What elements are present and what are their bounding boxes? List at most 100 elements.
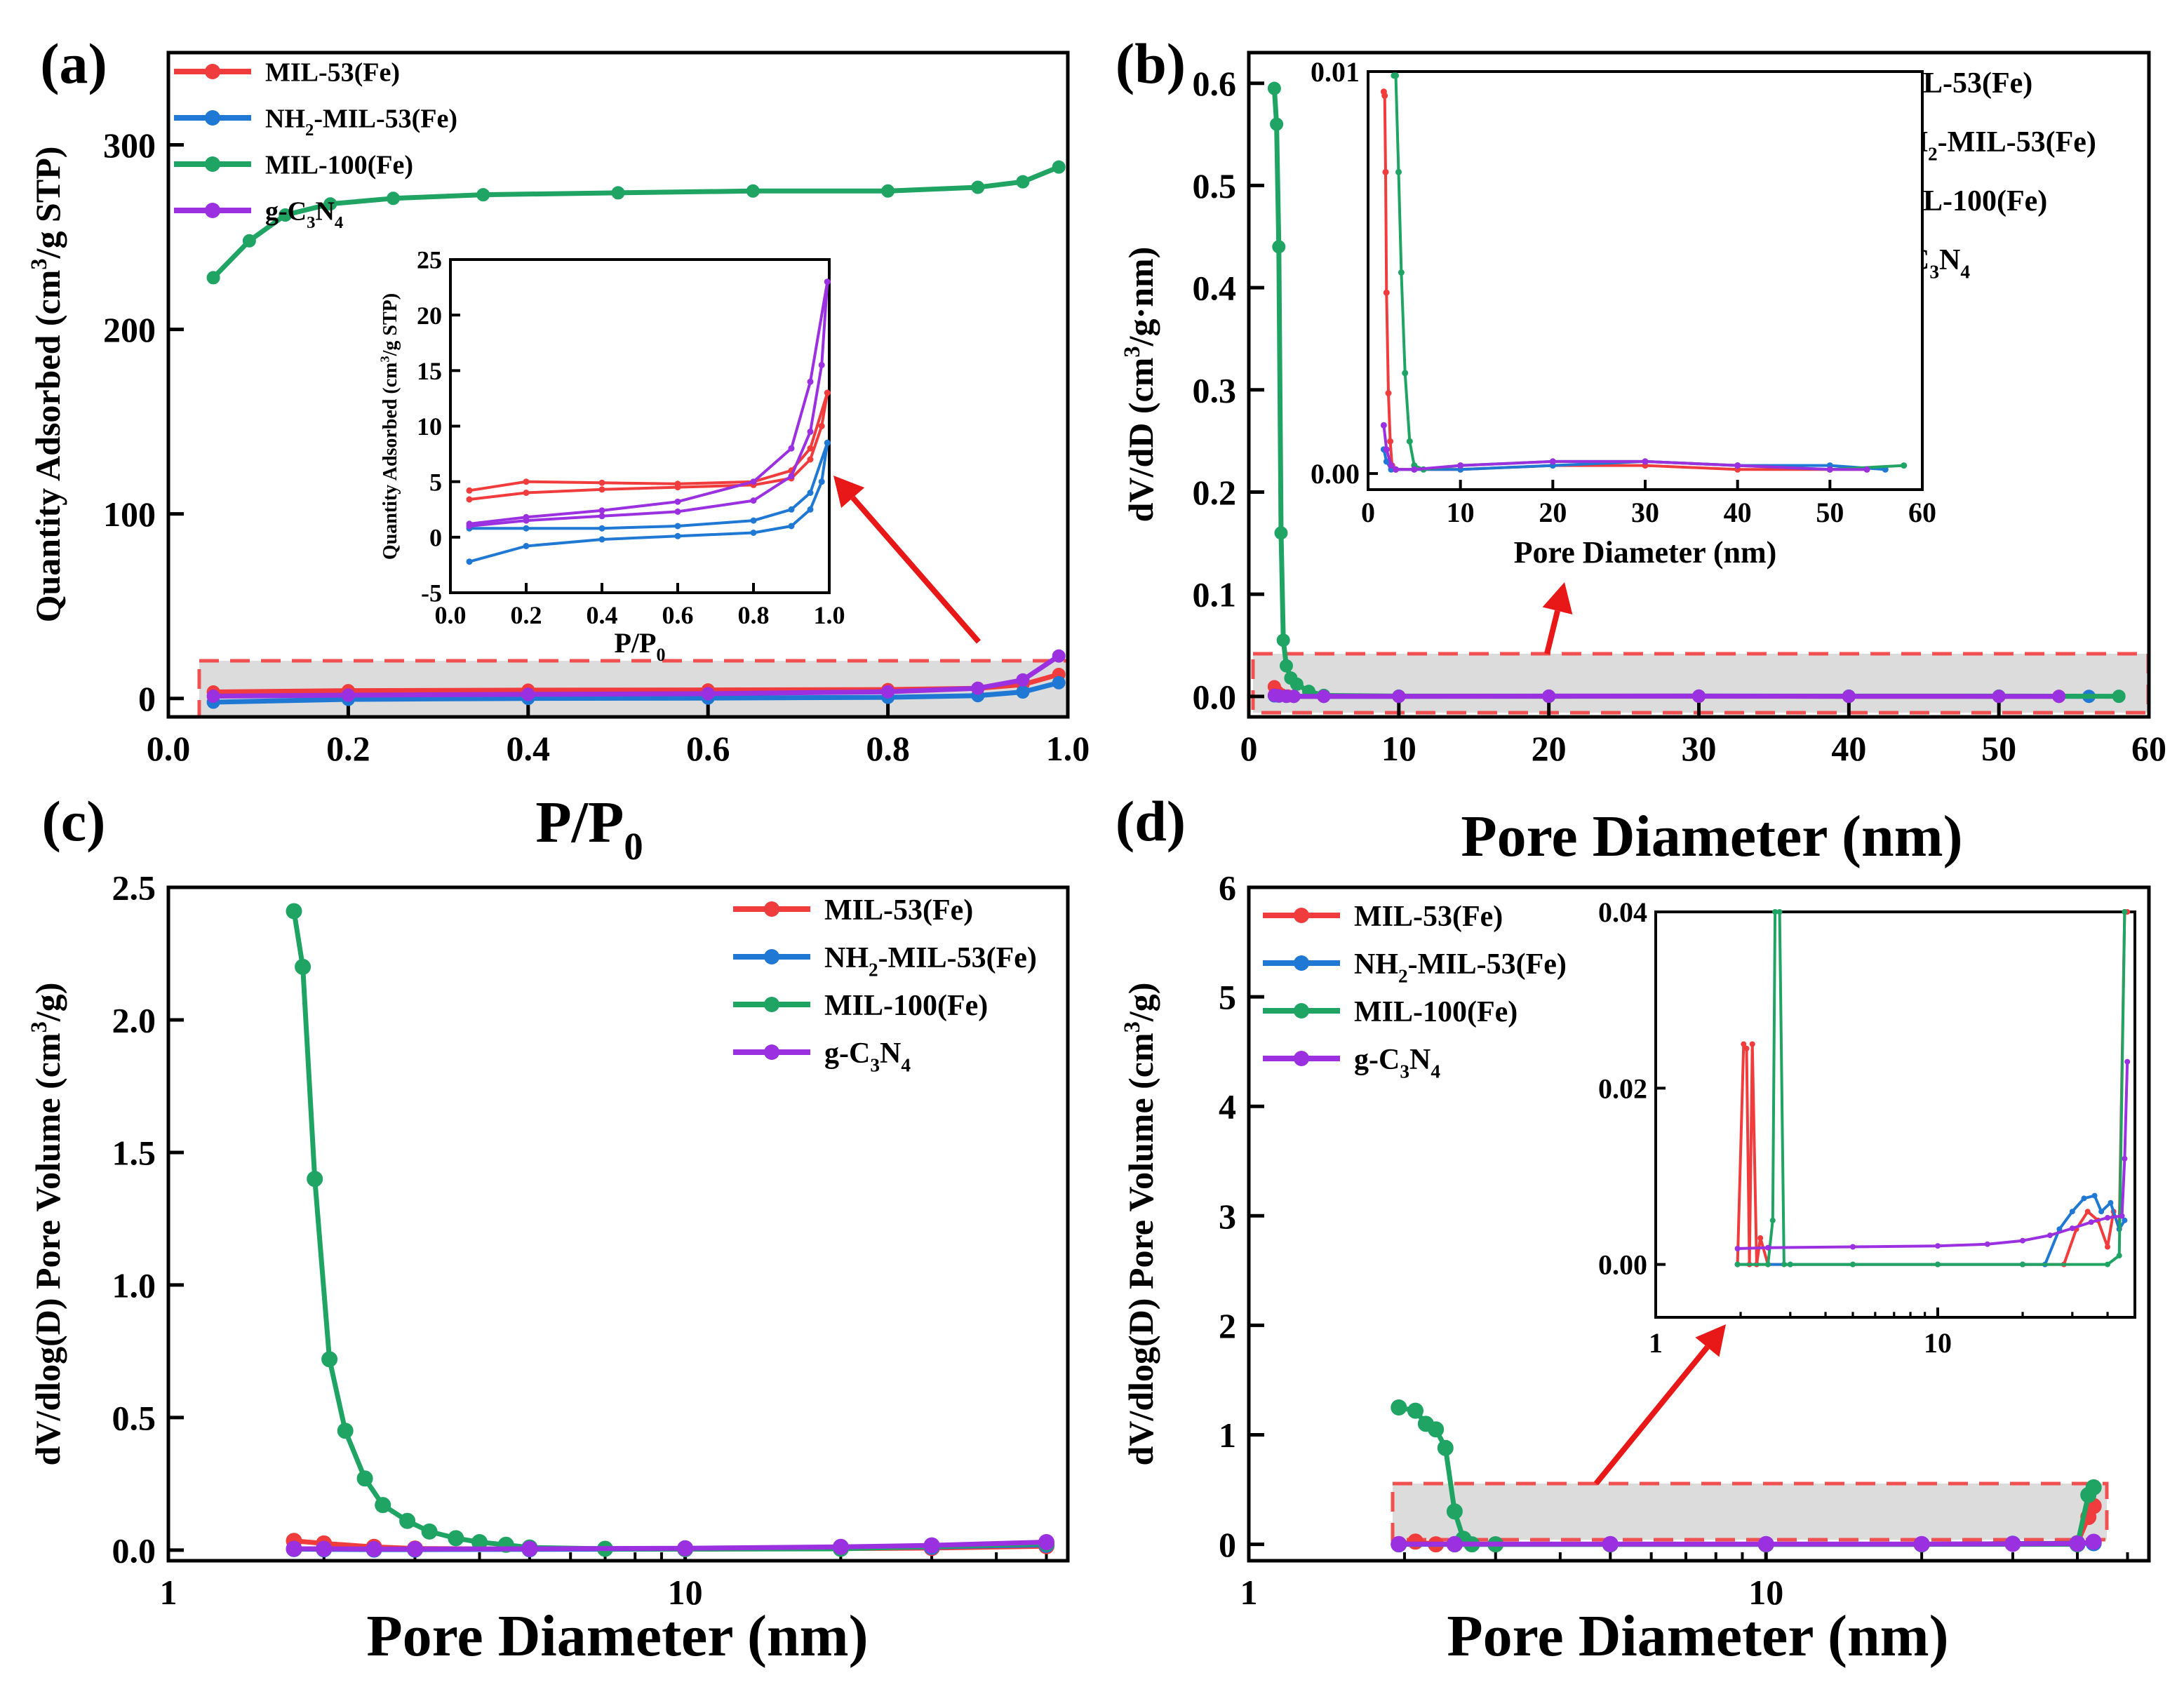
inset-d-series-1-point-10	[2108, 1199, 2114, 1206]
inset-a-series-4-point-3	[674, 508, 681, 515]
inset-a-series-2-point-2	[598, 536, 605, 543]
inset-b-series-2-point-4	[1402, 370, 1409, 377]
inset-d-series-2-point-4	[1776, 909, 1783, 915]
legend-label-3: g-C3N4	[1354, 1044, 1440, 1082]
x-tick-label-5: 50	[1816, 497, 1844, 528]
inset-b-background	[1368, 72, 1922, 490]
panel-c: 1 10 0.0 0.5 1.0 1.5 2.0 2.5(c) Pore Diameter (n…	[27, 789, 1070, 1669]
inset-d-series-2-point-10	[2105, 1261, 2110, 1268]
panel-d-series-3-line	[1398, 1539, 2094, 1547]
legend-entry-0: MIL-53(Fe)	[1263, 901, 1503, 933]
inset-b-series-3-point-2	[1388, 462, 1395, 469]
legend-label-2: MIL-100(Fe)	[1354, 996, 1518, 1028]
inset-a-series-5-point-3	[750, 478, 757, 485]
inset-d-series-2-point-11	[2116, 1253, 2122, 1258]
panel-c-series-3-point-0	[286, 1540, 302, 1557]
inset-d-series-0-point-2	[1743, 1045, 1750, 1051]
inset-d-series-1-point-12	[2122, 1217, 2128, 1223]
legend-label-1: NH2-MIL-53(Fe)	[824, 942, 1037, 981]
inset-d-series-0-point-1	[1741, 1041, 1747, 1047]
y-tick-label-2: 0.04	[1598, 896, 1647, 928]
y-tick-label-2: 200	[103, 310, 156, 349]
y-tick-label-5: 20	[417, 302, 442, 330]
inset-d-series-0-point-14	[2084, 1209, 2091, 1215]
y-tick-label-1: 0.1	[1193, 575, 1237, 614]
inset-a-series-1-point-5	[598, 479, 605, 486]
x-tick-label-1: 10	[1748, 1573, 1783, 1612]
panel-d-series-2-point-4	[1437, 1439, 1454, 1456]
inset-a-series-3-line	[469, 442, 829, 530]
inset-d-series-2-point-5	[1781, 1261, 1787, 1268]
x-axis-title-d: Pore Diameter (nm)	[1447, 1604, 1948, 1669]
axes-frame	[166, 51, 1070, 719]
panel-c-series-2-point-1	[295, 958, 311, 975]
inset-d-series-3-point-5	[2020, 1237, 2025, 1244]
inset-b-series-3-point-4	[1411, 466, 1418, 473]
inset-d-series-1-point-7	[2081, 1195, 2087, 1202]
y-tick-label-2: 5	[429, 468, 442, 496]
inset-a-series-3-point-6	[523, 525, 530, 532]
panel-d-series-3-point-3	[1757, 1535, 1774, 1552]
panel-a-series-2-point-11	[1052, 160, 1066, 174]
legend-label-0: MIL-53(Fe)	[265, 58, 400, 88]
y-tick-label-3: 1.5	[112, 1133, 156, 1172]
panel-a-series-2-line	[211, 164, 1060, 280]
inset-a-series-4-point-6	[807, 428, 814, 435]
panel-d-series-3-point-4	[1913, 1535, 1930, 1552]
panel-a-series-3-point-0	[206, 690, 220, 703]
inset-a-series-1-line	[469, 392, 829, 492]
legend-marker-2	[205, 156, 220, 172]
legend-label-2: MIL-100(Fe)	[824, 990, 988, 1022]
x-tick-label-1: 10	[668, 1573, 703, 1612]
y-tick-label-3: 3	[1219, 1197, 1236, 1236]
inset-a-series-5-point-6	[523, 513, 530, 520]
highlight-box-border	[1391, 1481, 2109, 1542]
inset-b-series-2-point-1	[1393, 72, 1399, 79]
panel-b-series-2-point-7	[1289, 677, 1304, 691]
arrow-shaft	[1593, 1345, 1710, 1486]
inset-a-series-4-point-5	[788, 473, 795, 480]
panel-b-series-2-point-0	[1267, 81, 1281, 95]
inset-a-series-4-point-4	[750, 497, 757, 504]
inset-b-series-3-point-9	[1826, 466, 1833, 473]
panel-b-series-3-point-7	[1692, 689, 1706, 703]
panel-label-a: (a)	[40, 32, 107, 95]
panel-c-series-3-point-3	[407, 1540, 423, 1557]
inset-b-series-3-point-10	[1863, 466, 1870, 473]
x-tick-label-3: 30	[1682, 729, 1717, 768]
panel-d-series-3-point-7	[2085, 1533, 2102, 1550]
panel-b: 0 10 20 30 40 50 60 0.0 0.1 0.2 0.3 0.4 0.5 0.6(b) Por…	[1116, 32, 2166, 869]
y-tick-label-6: 25	[417, 246, 442, 274]
x-tick-label-3: 0.6	[662, 601, 694, 629]
panel-c-series-2-point-0	[286, 903, 302, 920]
panel-b-series-2-point-2	[1272, 240, 1286, 254]
inset-d-series-3-point-9	[2105, 1215, 2110, 1221]
y-tick-label-0: 0.0	[112, 1531, 156, 1570]
x-tick-label-0: 0	[1240, 729, 1258, 768]
panel-a-series-3-point-6	[1016, 673, 1030, 687]
legend-marker-3	[205, 203, 220, 218]
panel-b-series-2-point-3	[1274, 526, 1288, 540]
inset-b-series-3-point-5	[1457, 462, 1464, 469]
x-tick-label-5: 50	[1981, 729, 2016, 768]
inset-a-background	[450, 260, 829, 593]
legend-entry-2: MIL-100(Fe)	[733, 990, 988, 1022]
inset-b-series-2-point-5	[1406, 438, 1413, 445]
panel-a-series-2-point-10	[1016, 175, 1030, 189]
y-tick-label-1: 0	[429, 523, 442, 551]
inset-b-series-0-point-2	[1382, 168, 1389, 175]
legend-marker-1	[205, 110, 220, 126]
panel-b-series-3-point-9	[1992, 690, 2006, 704]
y-tick-label-1: 100	[103, 495, 156, 534]
panel-a-series-3-point-2	[521, 687, 535, 701]
y-axis-title-b: dV/dD (cm3/g·nm)	[1120, 247, 1160, 523]
legend-entry-2: MIL-100(Fe)	[174, 151, 413, 180]
panel-c-series-2-point-5	[356, 1470, 373, 1487]
inset-d-series-3-point-12	[2124, 1058, 2131, 1065]
y-tick-label-3: 300	[103, 126, 156, 165]
x-axis-title-c: Pore Diameter (nm)	[366, 1604, 868, 1669]
x-tick-label-6: 60	[1908, 497, 1936, 528]
y-tick-label-6: 0.6	[1193, 64, 1237, 103]
panel-b-series-3-point-4	[1317, 690, 1331, 704]
